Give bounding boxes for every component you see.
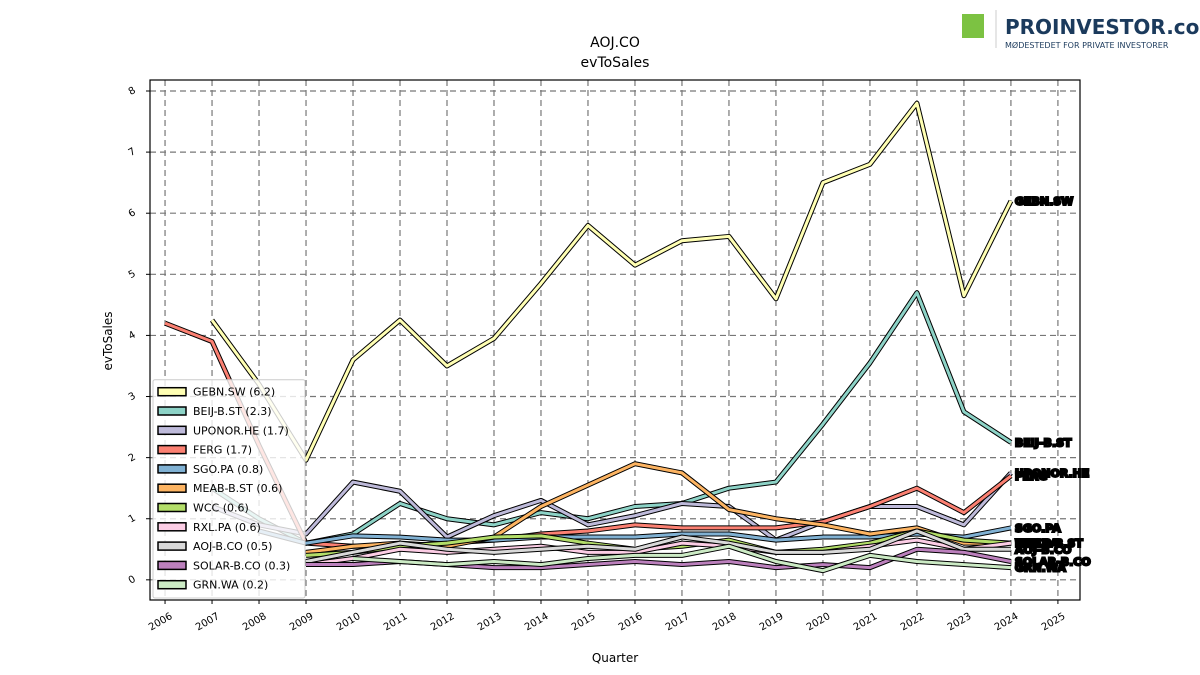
line bbox=[352, 544, 1012, 573]
x-tick-label: 2017 bbox=[664, 611, 692, 633]
end-label: FERG bbox=[1015, 470, 1048, 483]
y-tick-label: 0 bbox=[127, 574, 138, 587]
x-tick-label: 2020 bbox=[805, 611, 833, 633]
x-tick-label: 2022 bbox=[899, 611, 927, 633]
x-tick-label: 2019 bbox=[758, 611, 786, 633]
y-tick-label: 7 bbox=[127, 146, 138, 159]
x-tick-label: 2015 bbox=[570, 611, 598, 633]
legend-swatch bbox=[157, 406, 187, 416]
y-tick-label: 2 bbox=[127, 452, 138, 465]
line bbox=[211, 471, 1013, 542]
legend-label: GEBN.SW (6.2) bbox=[193, 386, 275, 399]
x-axis-label: Quarter bbox=[592, 651, 638, 665]
y-tick-label: 4 bbox=[127, 329, 138, 342]
legend-swatch bbox=[157, 425, 187, 436]
logo-name: PROINVESTOR.com bbox=[1005, 15, 1200, 39]
x-tick-label: 2023 bbox=[946, 611, 974, 633]
x-tick-label: 2007 bbox=[194, 611, 222, 633]
end-label: RXL.PA bbox=[1015, 537, 1059, 550]
y-tick-label: 6 bbox=[127, 207, 138, 220]
x-tick-label: 2016 bbox=[617, 611, 645, 633]
legend-swatch bbox=[157, 483, 187, 493]
end-label: GEBN.SW bbox=[1015, 195, 1073, 208]
line bbox=[258, 526, 1012, 545]
legend-label: RXL.PA (0.6) bbox=[193, 521, 261, 534]
x-tick-label: 2013 bbox=[476, 611, 504, 633]
end-label: MEAB-B.ST bbox=[1015, 537, 1083, 550]
legend-swatch bbox=[157, 502, 187, 513]
chart-subtitle: evToSales bbox=[581, 55, 650, 71]
legend-label: BEIJ-B.ST (2.3) bbox=[193, 405, 272, 418]
legend-label: SOLAR-B.CO (0.3) bbox=[193, 559, 290, 572]
legend-swatch bbox=[157, 386, 187, 397]
x-tick-label: 2025 bbox=[1040, 611, 1068, 633]
logo-tagline: MØDESTEDET FOR PRIVATE INVESTORER bbox=[1005, 40, 1169, 50]
y-tick-label: 5 bbox=[127, 268, 138, 281]
legend-swatch bbox=[157, 522, 187, 532]
end-label: BEIJ-B.ST bbox=[1015, 436, 1072, 449]
line bbox=[210, 101, 1013, 462]
x-tick-label: 2011 bbox=[382, 611, 410, 633]
legend-label: WCC (0.6) bbox=[193, 502, 249, 515]
y-axis-label: evToSales bbox=[101, 311, 115, 370]
x-tick-label: 2006 bbox=[147, 611, 175, 633]
x-tick-label: 2010 bbox=[335, 611, 363, 633]
x-tick-label: 2009 bbox=[288, 611, 316, 633]
plot-frame bbox=[149, 79, 1081, 601]
legend-swatch bbox=[157, 579, 187, 590]
legend-label: SGO.PA (0.8) bbox=[193, 463, 263, 476]
legend-swatch bbox=[157, 560, 187, 571]
y-tick-label: 8 bbox=[127, 85, 138, 98]
x-tick-label: 2014 bbox=[523, 611, 551, 633]
y-tick-label: 3 bbox=[127, 391, 138, 404]
end-label: WCC bbox=[1015, 537, 1043, 550]
line bbox=[305, 538, 1012, 567]
end-label: UPONOR.HE bbox=[1015, 467, 1089, 480]
x-tick-label: 2008 bbox=[241, 611, 269, 633]
x-tick-label: 2012 bbox=[429, 611, 457, 633]
y-tick-label: 1 bbox=[127, 513, 138, 526]
legend-swatch bbox=[157, 464, 187, 474]
end-label: SGO.PA bbox=[1015, 522, 1061, 535]
end-label: AOJ-B.CO bbox=[1015, 543, 1072, 556]
chart-title: AOJ.CO bbox=[590, 35, 640, 51]
legend-swatch bbox=[157, 444, 187, 455]
line bbox=[305, 529, 1011, 563]
legend-label: UPONOR.HE (1.7) bbox=[193, 424, 289, 437]
end-label: SOLAR-B.CO bbox=[1015, 556, 1091, 569]
x-tick-label: 2024 bbox=[993, 611, 1021, 633]
legend-swatch bbox=[157, 541, 187, 551]
legend-label: AOJ-B.CO (0.5) bbox=[193, 540, 272, 553]
legend-label: MEAB-B.ST (0.6) bbox=[193, 482, 282, 495]
legend-label: FERG (1.7) bbox=[193, 444, 252, 457]
end-label: GRN.WA bbox=[1015, 562, 1067, 575]
x-tick-label: 2021 bbox=[852, 611, 880, 633]
x-tick-label: 2018 bbox=[711, 611, 739, 633]
legend-label: GRN.WA (0.2) bbox=[193, 579, 268, 592]
legend-box bbox=[152, 379, 306, 599]
logo-icon bbox=[962, 14, 984, 38]
